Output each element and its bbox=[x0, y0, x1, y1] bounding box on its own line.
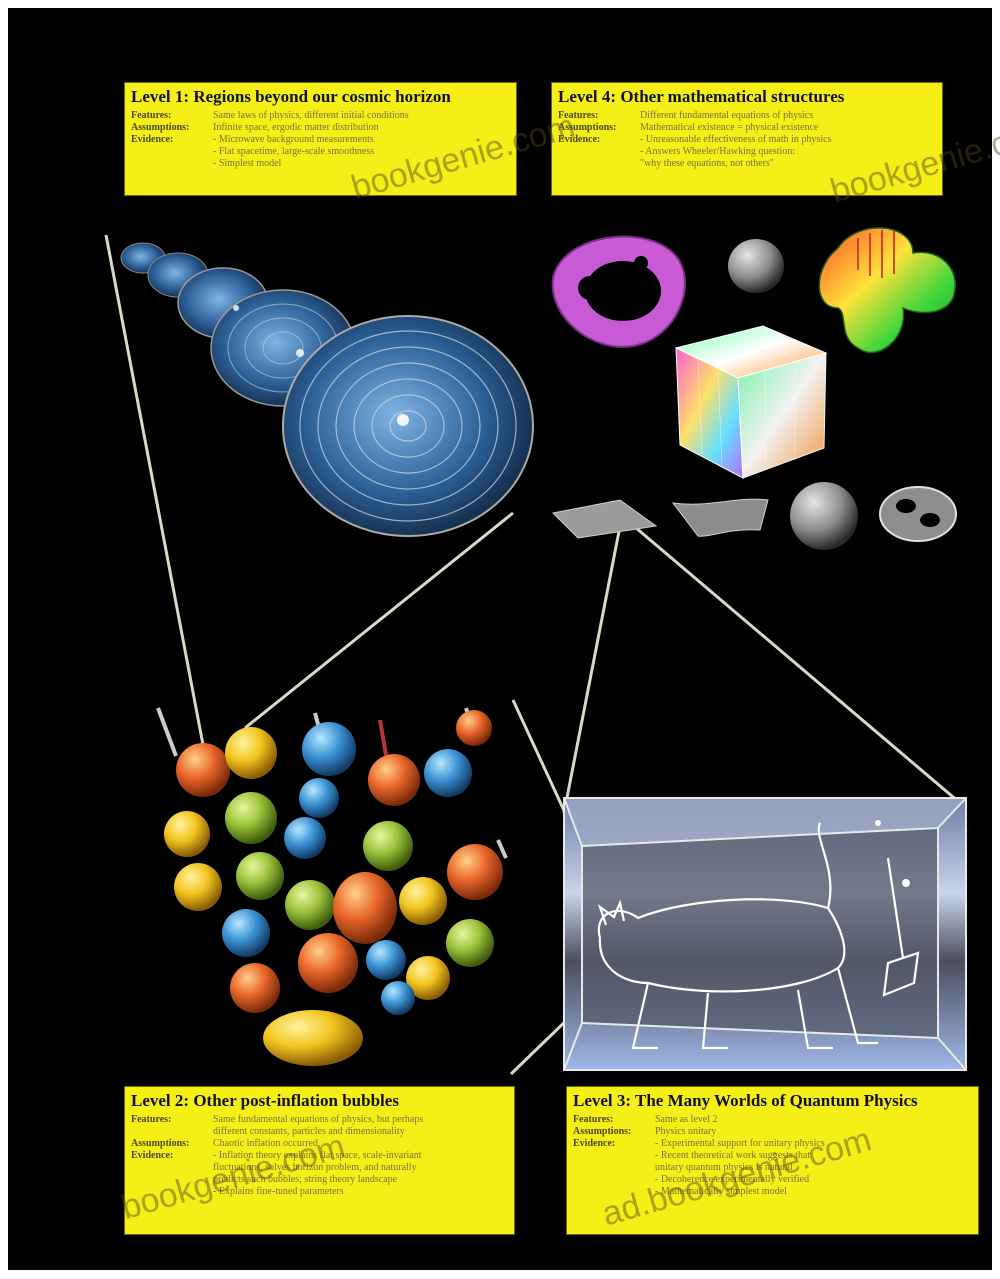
row-value: Infinite space, ergodic matter distribut… bbox=[213, 122, 379, 133]
row-value: - Mathematically simplest model bbox=[655, 1186, 787, 1197]
level2-row: Features: Same fundamental equations of p… bbox=[131, 1114, 508, 1126]
pretzel-torus-icon bbox=[879, 486, 957, 542]
level3-row: - Recent theoretical work suggests that bbox=[573, 1150, 972, 1162]
row-key: Features: bbox=[131, 1114, 172, 1125]
row-key: Features: bbox=[558, 110, 599, 121]
deformed-blob-icon bbox=[818, 227, 956, 354]
row-key: Assumptions: bbox=[558, 122, 617, 133]
small-rock-icon bbox=[728, 239, 784, 293]
row-value: Different fundamental equations of physi… bbox=[640, 110, 814, 121]
level1-row: - Simplest model bbox=[131, 158, 510, 170]
row-key: Evidence: bbox=[558, 134, 601, 145]
level1-row: Evidence: - Microwave background measurem… bbox=[131, 134, 510, 146]
row-value: different constants, particles and dimen… bbox=[213, 1126, 405, 1137]
level3-info-box: Level 3: The Many Worlds of Quantum Phys… bbox=[566, 1086, 979, 1235]
level3-row: Evidence: - Experimental support for unit… bbox=[573, 1138, 972, 1150]
row-value: predicts such bubbles; string theory lan… bbox=[213, 1174, 398, 1185]
row-value: Same as level 2 bbox=[655, 1114, 718, 1125]
level4-row: Features: Different fundamental equations… bbox=[558, 110, 936, 122]
level1-row: - Flat spacetime, large-scale smoothness bbox=[131, 146, 510, 158]
nested-universe-spheres bbox=[120, 242, 534, 537]
flat-sheet-icon bbox=[551, 499, 658, 539]
row-key: Features: bbox=[573, 1114, 614, 1125]
level1-row: Features: Same laws of physics, different… bbox=[131, 110, 510, 122]
level2-info-box: Level 2: Other post-inflation bubbles Fe… bbox=[124, 1086, 515, 1235]
row-value: - Experimental support for unitary physi… bbox=[655, 1138, 825, 1149]
row-key bbox=[131, 1174, 213, 1186]
level3-title: Level 3: The Many Worlds of Quantum Phys… bbox=[573, 1091, 918, 1110]
row-key: Assumptions: bbox=[573, 1126, 632, 1137]
level4-row: Evidence: - Unreasonable effectiveness of… bbox=[558, 134, 936, 146]
row-key bbox=[131, 1162, 213, 1174]
row-key: Assumptions: bbox=[131, 1138, 190, 1149]
level4-row: Assumptions: Mathematical existence = phy… bbox=[558, 122, 936, 134]
row-value: - Unreasonable effectiveness of math in … bbox=[640, 134, 832, 145]
row-value: - Flat spacetime, large-scale smoothness bbox=[213, 146, 375, 157]
row-key bbox=[573, 1174, 655, 1186]
row-key bbox=[558, 158, 640, 170]
sphere-icon bbox=[790, 482, 858, 550]
row-value: - Answers Wheeler/Hawking question: bbox=[640, 146, 796, 157]
row-value: "why these equations, not others" bbox=[640, 158, 774, 169]
row-key: Evidence: bbox=[131, 134, 174, 145]
row-key bbox=[131, 1186, 213, 1198]
row-key: Evidence: bbox=[573, 1138, 616, 1149]
row-value: Mathematical existence = physical existe… bbox=[640, 122, 819, 133]
level2-row: different constants, particles and dimen… bbox=[131, 1126, 508, 1138]
row-value: - Recent theoretical work suggests that bbox=[655, 1150, 811, 1161]
row-value: fluctuations, solves horizon problem, an… bbox=[213, 1162, 417, 1173]
level3-row: Features: Same as level 2 bbox=[573, 1114, 972, 1126]
level1-info-box: Level 1: Regions beyond our cosmic horiz… bbox=[124, 82, 517, 196]
diagram-canvas: Level 1: Regions beyond our cosmic horiz… bbox=[8, 8, 1000, 1270]
level2-title: Level 2: Other post-inflation bubbles bbox=[131, 1091, 399, 1110]
level4-row: "why these equations, not others" bbox=[558, 158, 936, 170]
row-value: - Explains fine-tuned parameters bbox=[213, 1186, 344, 1197]
schrodinger-cat-box bbox=[563, 797, 967, 1071]
row-key bbox=[131, 158, 213, 170]
row-key: Features: bbox=[131, 110, 172, 121]
row-value: - Microwave background measurements bbox=[213, 134, 374, 145]
row-key bbox=[131, 146, 213, 158]
connector-lines bbox=[104, 234, 967, 1076]
bubble-cluster bbox=[156, 707, 508, 1066]
row-key bbox=[573, 1150, 655, 1162]
curved-sheet-icon bbox=[671, 498, 769, 537]
level3-row: unitary quantum physics is natural bbox=[573, 1162, 972, 1174]
row-value: Same laws of physics, different initial … bbox=[213, 110, 409, 121]
color-cube-icon bbox=[674, 325, 828, 479]
row-value: - Decoherence experimentally verified bbox=[655, 1174, 810, 1185]
row-value: unitary quantum physics is natural bbox=[655, 1162, 793, 1173]
level2-row: predicts such bubbles; string theory lan… bbox=[131, 1174, 508, 1186]
row-key bbox=[573, 1162, 655, 1174]
illustration-layer bbox=[104, 227, 967, 1076]
level2-row: - Explains fine-tuned parameters bbox=[131, 1186, 508, 1198]
level2-row: Evidence: - Inflation theory explains fla… bbox=[131, 1150, 508, 1162]
level2-row: Assumptions: Chaotic inflation occurred bbox=[131, 1138, 508, 1150]
level3-row: - Decoherence experimentally verified bbox=[573, 1174, 972, 1186]
level4-row: - Answers Wheeler/Hawking question: bbox=[558, 146, 936, 158]
row-value: Same fundamental equations of physics, b… bbox=[213, 1114, 424, 1125]
level3-row: Assumptions: Physics unitary bbox=[573, 1126, 972, 1138]
level4-title: Level 4: Other mathematical structures bbox=[558, 87, 845, 106]
row-key: Evidence: bbox=[131, 1150, 174, 1161]
row-value: - Inflation theory explains flat space, … bbox=[213, 1150, 422, 1161]
row-value: - Simplest model bbox=[213, 158, 282, 169]
row-key bbox=[573, 1186, 655, 1198]
row-key: Assumptions: bbox=[131, 122, 190, 133]
row-key bbox=[131, 1126, 213, 1138]
row-value: Chaotic inflation occurred bbox=[213, 1138, 318, 1149]
level1-title: Level 1: Regions beyond our cosmic horiz… bbox=[131, 87, 451, 106]
level2-row: fluctuations, solves horizon problem, an… bbox=[131, 1162, 508, 1174]
level4-info-box: Level 4: Other mathematical structures F… bbox=[551, 82, 943, 196]
level1-row: Assumptions: Infinite space, ergodic matt… bbox=[131, 122, 510, 134]
fractal-ring-icon bbox=[551, 235, 686, 348]
row-key bbox=[558, 146, 640, 158]
level3-row: - Mathematically simplest model bbox=[573, 1186, 972, 1198]
row-value: Physics unitary bbox=[655, 1126, 717, 1137]
